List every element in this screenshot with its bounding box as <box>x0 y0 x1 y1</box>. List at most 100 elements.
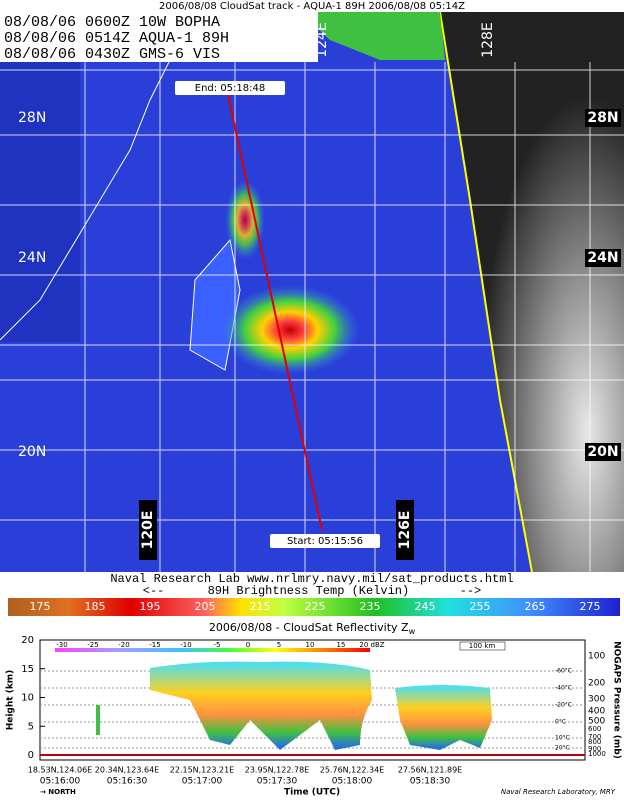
track-start: Start: 05:15:56 <box>287 536 363 547</box>
lon-label: 128E <box>480 22 496 58</box>
y-tick-label: 20 <box>21 635 34 646</box>
colorbar-label: 255 <box>470 600 491 613</box>
x-time: 05:18:30 <box>410 777 451 787</box>
cloud-echo <box>150 661 372 750</box>
dbz-tick: 15 <box>337 641 346 649</box>
lat-label: 28N <box>18 110 46 126</box>
colorbar-label: 225 <box>305 600 326 613</box>
colorbar-label: 205 <box>195 600 216 613</box>
storm <box>220 285 360 375</box>
x-position: 20.34N,123.64E <box>95 766 159 775</box>
y-tick-label: 5 <box>28 721 34 732</box>
x-time: 05:17:30 <box>257 777 298 787</box>
cloudsat-track <box>227 94 323 531</box>
dbz-unit: 20 dBZ <box>359 641 384 649</box>
colorbar <box>8 598 620 616</box>
y2-tick-label: 300 <box>588 695 605 705</box>
scale-box <box>459 641 506 651</box>
lon-label: 126E <box>397 511 413 550</box>
y2-axis-label: NOGAPS Pressure (mb) <box>612 641 622 759</box>
green-cloud <box>300 12 445 60</box>
x-position: 18.53N,124.06E <box>28 766 92 775</box>
dbz-tick: -20 <box>118 641 129 649</box>
lat-label-box <box>585 249 621 267</box>
coastline <box>0 59 171 341</box>
temp-label: -40°C <box>555 685 572 692</box>
temp-label: -60°C <box>555 668 572 675</box>
overlay-line: 08/08/06 0514Z AQUA-1 89H <box>4 30 229 47</box>
footer-credit: Naval Research Lab www.nrlmry.navy.mil/s… <box>110 572 513 586</box>
lon-label-box <box>139 500 157 560</box>
colorbar-label: 245 <box>415 600 436 613</box>
direction: → NORTH <box>40 788 76 796</box>
rainband <box>225 180 265 260</box>
lat-label-box <box>585 443 621 461</box>
footer-strip <box>0 572 624 598</box>
lon-label-box <box>396 500 414 560</box>
profile-title-sub: w <box>409 627 416 636</box>
dbz-tick: 0 <box>246 641 250 649</box>
y2-tick-label: 100 <box>588 652 605 662</box>
lat-label: 24N <box>18 250 46 266</box>
lon-label: 124E <box>314 22 330 58</box>
swath-edge <box>439 11 533 573</box>
x-time: 05:17:00 <box>182 777 223 787</box>
lat-label: 20N <box>18 444 46 460</box>
x-position: 23.95N,122.78E <box>245 766 309 775</box>
land-mainland <box>0 12 80 342</box>
x-time: 05:16:30 <box>107 777 148 787</box>
profile-credit: Naval Research Laboratory, MRY <box>501 788 616 796</box>
lat-label-box <box>585 109 621 127</box>
profile-title: 2006/08/08 - CloudSat Reflectivity Zw <box>209 621 416 636</box>
y2-tick-label: 800 <box>588 738 601 746</box>
colorbar-label: 185 <box>85 600 106 613</box>
start-box <box>270 534 380 548</box>
colorbar-label: 265 <box>525 600 546 613</box>
x-position: 22.15N,123.21E <box>170 766 234 775</box>
y2-tick-label: 500 <box>588 717 605 727</box>
dbz-tick: -25 <box>87 641 98 649</box>
dbz-scale <box>55 648 370 652</box>
map-labels: 28N 28N 24N 24N 20N 20N 124E 128E 120E 126E <box>18 22 621 560</box>
y-axis-label: Height (km) <box>6 670 16 731</box>
end-box <box>175 81 285 95</box>
x-axis-label: Time (UTC) <box>284 788 340 798</box>
colorbar-label: 235 <box>360 600 381 613</box>
dbz-tick: -5 <box>214 641 221 649</box>
profile-title-main: 2006/08/08 - CloudSat Reflectivity Z <box>209 621 409 634</box>
distance-scale: 100 km <box>469 642 496 650</box>
dbz-tick: -30 <box>56 641 67 649</box>
dbz-tick: -15 <box>149 641 160 649</box>
x-time: 05:18:00 <box>332 777 373 787</box>
y2-tick-label: 700 <box>588 733 601 741</box>
y-tick-label: 0 <box>28 750 34 761</box>
header-title: 2006/08/08 CloudSat track - AQUA-1 89H 2… <box>159 1 465 12</box>
colorbar-labels: 175 185 195 205 215 225 235 245 255 265 275 <box>30 600 601 613</box>
y-tick-label: 10 <box>21 693 34 704</box>
temp-label: 20°C <box>555 745 570 752</box>
lat-label: 24N <box>587 250 618 266</box>
y2-tick-label: 900 <box>588 745 601 753</box>
colorbar-label: 195 <box>140 600 161 613</box>
footer-scale: <-- 89H Brightness Temp (Kelvin) --> <box>143 584 481 598</box>
lat-label: 28N <box>587 110 618 126</box>
y2-tick-label: 200 <box>588 679 605 689</box>
overlay-line: 08/08/06 0600Z 10W BOPHA <box>4 14 220 31</box>
y2-tick-label: 400 <box>588 707 605 717</box>
title-strip <box>0 0 624 12</box>
overlay-box <box>0 12 318 62</box>
temp-label: 10°C <box>555 735 570 742</box>
dbz-tick: 10 <box>306 641 315 649</box>
colorbar-label: 215 <box>250 600 271 613</box>
y2-tick-label: 600 <box>588 725 601 733</box>
dbz-tick: -10 <box>180 641 191 649</box>
cloud-echo <box>96 705 100 735</box>
x-position: 27.56N,121.89E <box>398 766 462 775</box>
dbz-tick: 5 <box>277 641 281 649</box>
lon-label: 120E <box>140 511 156 550</box>
visible-image <box>440 12 624 572</box>
temp-label: 0°C <box>555 719 566 726</box>
colorbar-label: 175 <box>30 600 51 613</box>
lat-label: 20N <box>587 444 618 460</box>
